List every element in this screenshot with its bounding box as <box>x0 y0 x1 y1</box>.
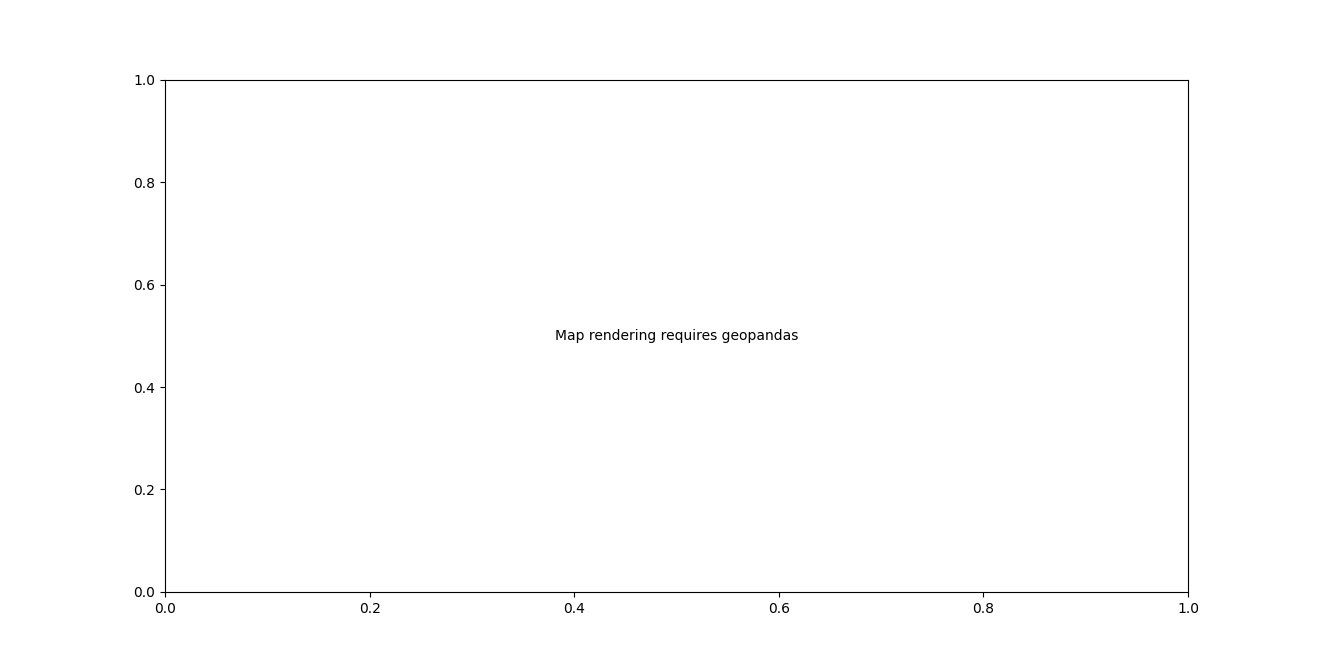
Text: Map rendering requires geopandas: Map rendering requires geopandas <box>554 329 799 343</box>
